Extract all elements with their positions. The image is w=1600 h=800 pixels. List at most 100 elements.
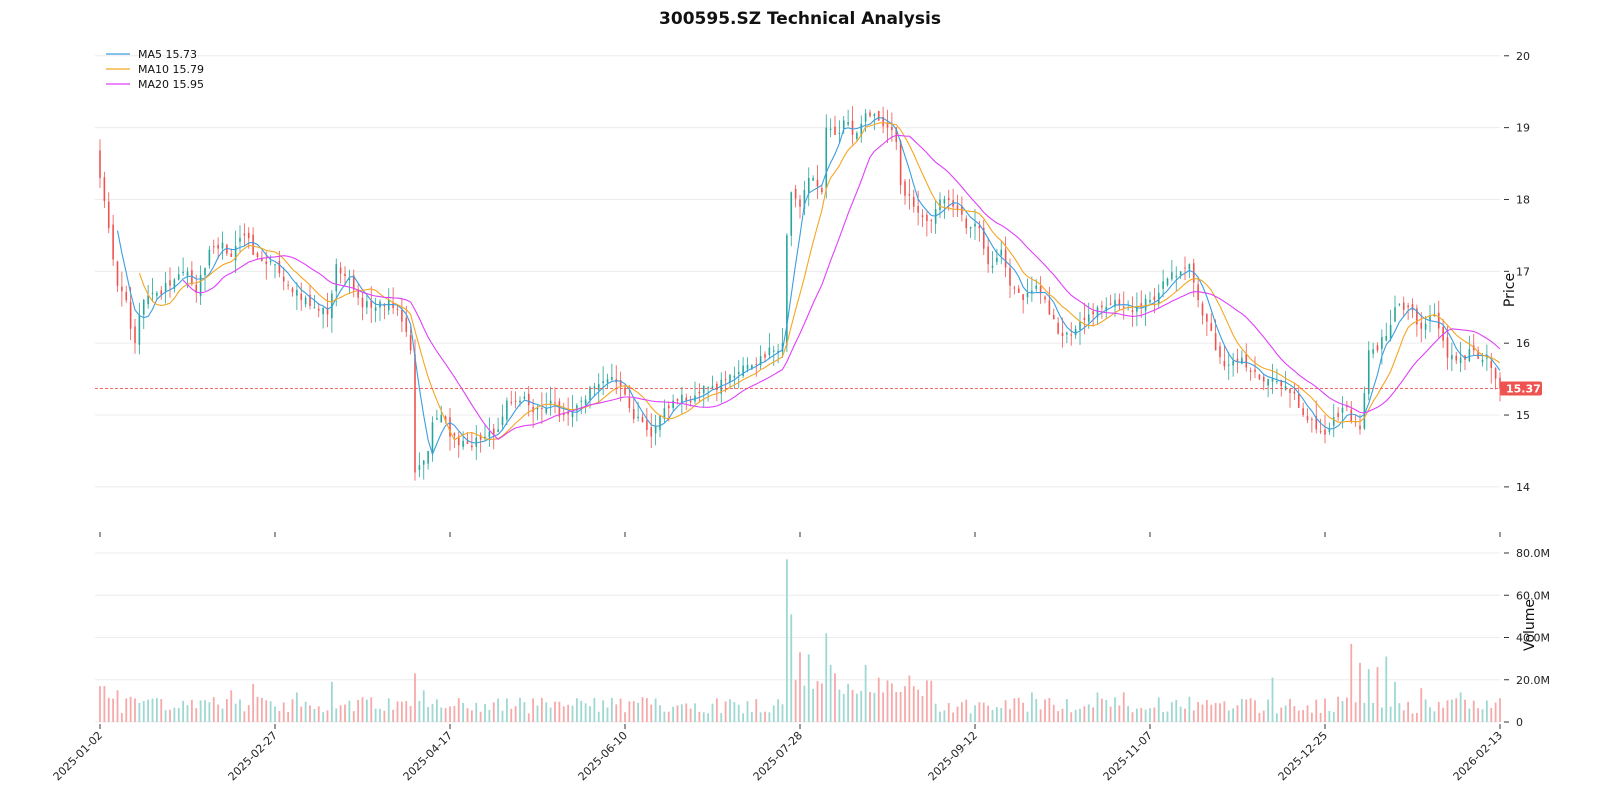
candle-body: [1157, 292, 1160, 305]
price-axis-label: Price: [1502, 273, 1518, 307]
candle-body: [1276, 381, 1278, 383]
candle-body: [1241, 357, 1243, 364]
volume-bar: [1100, 698, 1103, 722]
volume-bar: [234, 703, 237, 722]
volume-bar: [545, 702, 548, 722]
volume-axis-label: Volume: [1522, 599, 1538, 651]
price-ytick-label: 14: [1516, 481, 1530, 494]
ma5-line: [116, 117, 1501, 456]
candle-body: [1188, 264, 1191, 270]
volume-bar: [1420, 688, 1423, 722]
candle-body: [1022, 294, 1024, 301]
candle-body: [737, 371, 740, 375]
candle-body: [742, 365, 744, 376]
volume-bar: [934, 703, 937, 722]
volume-bar: [374, 708, 377, 722]
volume-bar: [1485, 700, 1488, 722]
candle-body: [576, 405, 578, 411]
chart-title: 300595.SZ Technical Analysis: [659, 9, 941, 29]
volume-bar: [974, 705, 976, 722]
candle-body: [768, 347, 771, 355]
candle-body: [1166, 278, 1169, 286]
candle-body: [1219, 346, 1221, 358]
volume-bar: [129, 696, 132, 722]
candle-body: [1468, 349, 1471, 361]
candle-body: [641, 416, 644, 423]
volume-bar: [855, 693, 858, 722]
candle-body: [886, 122, 889, 128]
volume-bar: [1429, 707, 1431, 722]
volume-bar: [1035, 699, 1038, 722]
volume-bar: [960, 702, 963, 722]
candle-body: [488, 431, 491, 438]
volume-bar: [1162, 712, 1165, 722]
volume-bar: [1065, 699, 1068, 722]
candle-body: [422, 460, 425, 465]
candle-body: [663, 408, 666, 420]
candle-body: [904, 181, 906, 196]
volume-bar: [431, 703, 434, 722]
volume-bar: [523, 702, 526, 722]
volume-bar: [825, 633, 828, 722]
volume-ytick-label: 40.0M: [1516, 632, 1550, 645]
candle-body: [1175, 276, 1178, 278]
candle-body: [191, 270, 193, 285]
volume-bar: [606, 707, 609, 722]
candle-body: [1407, 305, 1409, 308]
volume-bar: [1192, 710, 1195, 722]
volume-bar: [1332, 712, 1335, 722]
volume-bar: [912, 686, 915, 722]
volume-bar: [1013, 698, 1016, 722]
volume-bar: [781, 704, 784, 722]
candle-body: [1381, 337, 1383, 349]
candle-body: [387, 300, 390, 311]
volume-bar: [1267, 699, 1270, 722]
candle-body: [654, 425, 657, 434]
candle-body: [1490, 360, 1493, 368]
volume-bar: [492, 702, 495, 722]
volume-bar: [1376, 667, 1379, 722]
candle-body: [510, 401, 513, 403]
candle-body: [1424, 323, 1427, 330]
volume-bar: [834, 673, 836, 722]
volume-bar: [1324, 698, 1326, 722]
candle-body: [335, 264, 338, 292]
candle-body: [112, 224, 114, 260]
volume-bar: [943, 710, 946, 722]
volume-bar: [1061, 708, 1064, 722]
candle-body: [449, 417, 451, 437]
candle-body: [484, 436, 486, 439]
volume-bar: [278, 710, 281, 722]
candle-body: [1394, 307, 1396, 322]
candle-body: [1206, 314, 1208, 322]
candle-body: [593, 386, 596, 389]
volume-bar: [1197, 701, 1200, 722]
volume-bar: [917, 689, 920, 722]
volume-bar: [1114, 697, 1116, 722]
volume-bar: [1096, 692, 1099, 722]
volume-bar: [405, 701, 408, 722]
candle-body: [160, 290, 163, 295]
volume-bar: [1105, 699, 1108, 722]
volume-bar: [987, 705, 990, 722]
candle-body: [492, 428, 495, 435]
candle-body: [751, 364, 753, 370]
volume-bar: [982, 702, 985, 722]
candle-body: [939, 199, 941, 211]
candle-body: [392, 302, 394, 309]
volume-bar: [1402, 710, 1405, 722]
candle-body: [624, 387, 626, 395]
volume-bar: [282, 702, 285, 722]
volume-bar: [475, 702, 478, 722]
candle-body: [291, 288, 294, 293]
candle-body: [1136, 306, 1138, 312]
candle-body: [506, 400, 508, 420]
volume-bar: [1017, 697, 1020, 722]
candle-body: [969, 227, 972, 229]
candle-body: [103, 177, 106, 202]
volume-bar: [221, 708, 224, 722]
candle-body: [799, 199, 801, 207]
volume-bar: [357, 699, 360, 722]
candle-body: [182, 271, 184, 274]
volume-bar: [1079, 708, 1081, 722]
